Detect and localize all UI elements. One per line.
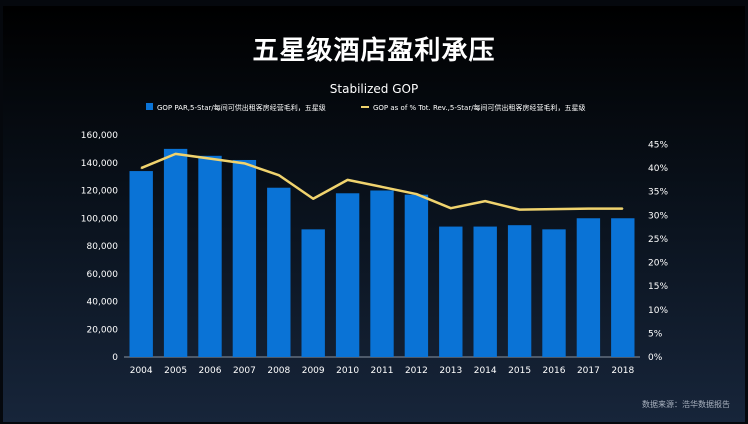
line-point	[278, 174, 280, 176]
y-right-tick-label: 10%	[648, 306, 668, 316]
bar	[473, 226, 497, 357]
x-tick-label: 2014	[474, 366, 497, 376]
line-point	[140, 167, 142, 169]
line-point	[347, 179, 349, 181]
legend-label-line: GOP as of % Tot. Rev.,5-Star/每间可供出租客房经营毛…	[373, 103, 586, 112]
x-tick-label: 2012	[405, 366, 428, 376]
x-tick-label: 2016	[543, 366, 566, 376]
source-note: 数据来源：浩华数据报告	[642, 400, 730, 409]
legend-swatch-bar	[146, 103, 153, 110]
line-point	[175, 153, 177, 155]
line-point	[519, 209, 521, 211]
line-point	[415, 193, 417, 195]
bar	[129, 171, 153, 357]
y-right-tick-label: 35%	[648, 188, 668, 198]
x-tick-label: 2017	[577, 366, 600, 376]
x-tick-label: 2011	[371, 366, 394, 376]
bar	[439, 226, 463, 357]
x-tick-label: 2013	[439, 366, 462, 376]
y-right-tick-label: 5%	[648, 329, 663, 339]
page-title: 五星级酒店盈利承压	[252, 36, 496, 66]
x-tick-label: 2008	[267, 366, 290, 376]
x-tick-label: 2006	[199, 366, 222, 376]
y-left-tick-label: 160,000	[81, 131, 118, 141]
bar	[267, 187, 291, 357]
line-point	[450, 207, 452, 209]
x-tick-label: 2015	[508, 366, 531, 376]
bar	[576, 218, 601, 357]
y-right-tick-label: 40%	[648, 164, 668, 174]
y-left-tick-label: 20,000	[87, 325, 119, 335]
y-left-tick-label: 0	[112, 353, 118, 363]
y-left-tick-label: 100,000	[81, 214, 118, 224]
chart-title: Stabilized GOP	[330, 82, 418, 96]
bar	[232, 159, 257, 357]
line-point	[209, 158, 211, 160]
bar	[404, 194, 429, 357]
legend-label-bar: GOP PAR,5-Star/每间可供出租客房经营毛利，五星级	[157, 103, 326, 112]
line-point	[587, 208, 590, 210]
line-point	[553, 208, 555, 210]
bar	[198, 155, 222, 357]
line-point	[484, 200, 486, 202]
y-left-tick-label: 40,000	[87, 298, 119, 308]
bar	[301, 229, 325, 357]
y-right-tick-label: 30%	[648, 211, 668, 221]
y-left-tick-label: 60,000	[87, 270, 119, 280]
y-left-tick-label: 140,000	[81, 159, 118, 169]
y-right-tick-label: 25%	[648, 235, 668, 245]
x-tick-label: 2005	[164, 366, 187, 376]
x-tick-label: 2004	[130, 366, 153, 376]
y-right-tick-label: 45%	[648, 140, 668, 150]
line-point	[243, 162, 245, 164]
x-tick-label: 2010	[336, 366, 359, 376]
x-tick-label: 2018	[611, 366, 634, 376]
bar	[335, 193, 360, 357]
y-left-tick-label: 120,000	[81, 187, 118, 197]
y-right-tick-label: 20%	[648, 259, 668, 269]
bar	[507, 225, 532, 357]
line-point	[381, 186, 383, 188]
y-right-tick-label: 15%	[648, 282, 668, 292]
bar	[542, 229, 566, 357]
line-point	[622, 208, 624, 210]
bar	[163, 148, 188, 357]
bar	[370, 190, 394, 357]
x-tick-label: 2009	[302, 366, 325, 376]
bar	[611, 218, 635, 357]
y-right-tick-label: 0%	[648, 353, 663, 363]
x-tick-label: 2007	[233, 366, 256, 376]
line-point	[312, 198, 314, 200]
y-left-tick-label: 80,000	[87, 242, 119, 252]
